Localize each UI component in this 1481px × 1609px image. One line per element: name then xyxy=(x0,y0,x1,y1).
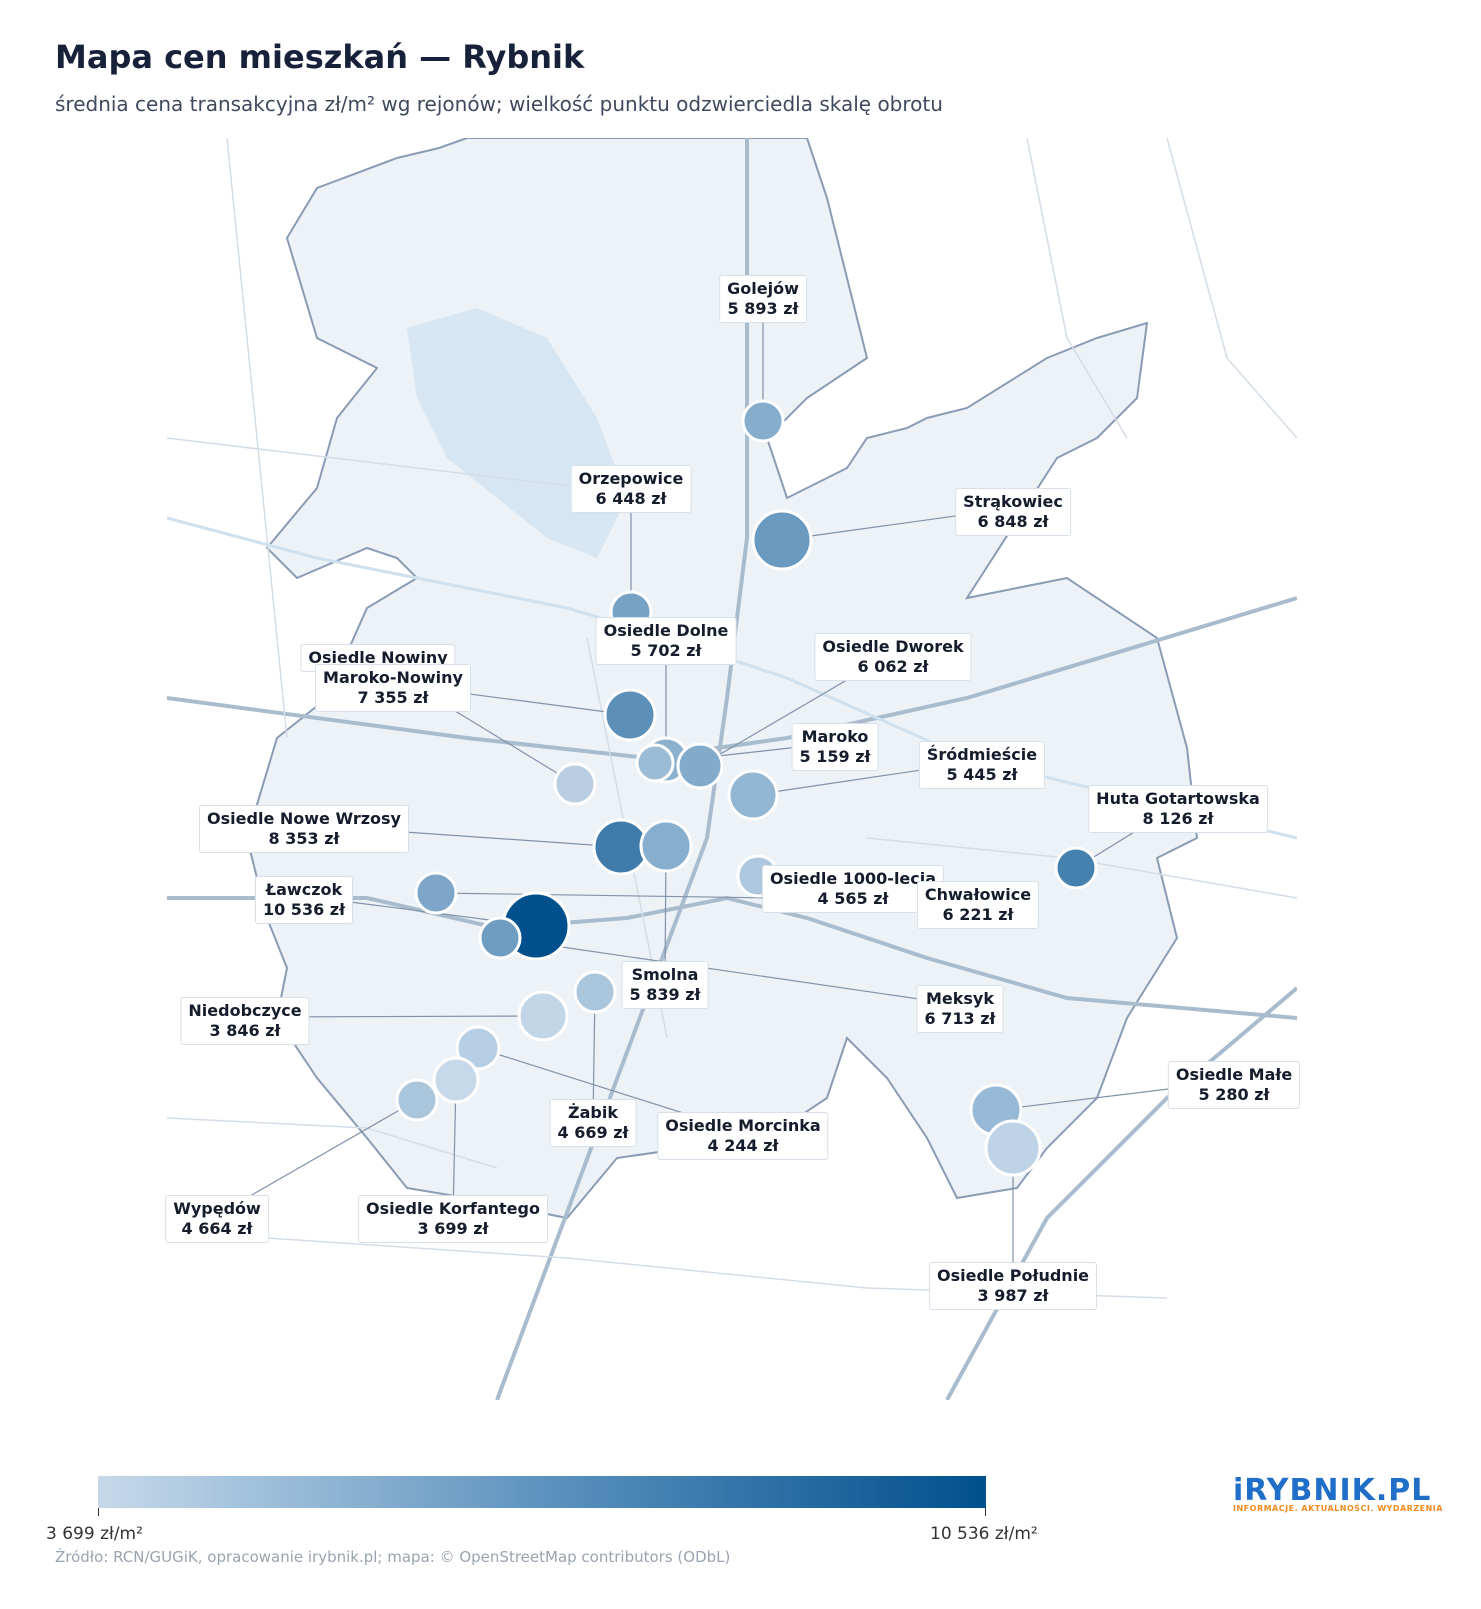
district-name: Osiedle Dworek xyxy=(822,637,964,656)
label-golejow: Golejów 5 893 zł xyxy=(719,275,807,323)
point-chwalowice[interactable] xyxy=(414,871,458,915)
district-price: 5 702 zł xyxy=(630,641,702,660)
district-price: 6 448 zł xyxy=(595,489,667,508)
label-chwalowice: Chwałowice 6 221 zł xyxy=(916,881,1040,929)
label-osiedle-nowe-wrzosy: Osiedle Nowe Wrzosy 8 353 zł xyxy=(199,805,409,853)
legend-tick-min xyxy=(98,1508,99,1516)
label-maroko-nowiny: Maroko-Nowiny 7 355 zł xyxy=(315,664,471,712)
point-smolna[interactable] xyxy=(639,819,693,873)
district-price: 5 280 zł xyxy=(1198,1085,1270,1104)
label-huta-gotartowska: Huta Gotartowska 8 126 zł xyxy=(1088,785,1268,833)
label-niedobczyce: Niedobczyce 3 846 zł xyxy=(180,997,310,1045)
label-osiedle-male: Osiedle Małe 5 280 zł xyxy=(1167,1061,1301,1109)
point-meksyk[interactable] xyxy=(478,916,522,960)
label-osiedle-1000-lecia: Osiedle 1000-lecia 4 565 zł xyxy=(761,865,945,913)
point-osiedle-korfantego[interactable] xyxy=(432,1056,480,1104)
irybnik-logo[interactable]: iRYBNIK.PL INFORMACJE. AKTUALNOŚCI. WYDA… xyxy=(1233,1473,1443,1513)
label-srodmiescie: Śródmieście 5 445 zł xyxy=(918,741,1046,789)
district-price: 8 353 zł xyxy=(268,829,340,848)
point-niedobczyce[interactable] xyxy=(517,990,569,1042)
district-name: Osiedle Morcinka xyxy=(665,1116,821,1135)
district-name: Huta Gotartowska xyxy=(1096,789,1260,808)
district-price: 4 664 zł xyxy=(181,1219,253,1238)
district-name: Osiedle Małe xyxy=(1175,1065,1293,1084)
district-name: Maroko xyxy=(801,727,869,746)
map-subtitle: średnia cena transakcyjna zł/m² wg rejon… xyxy=(55,92,943,116)
label-strakowiec: Strąkowiec 6 848 zł xyxy=(955,488,1071,536)
district-price: 4 669 zł xyxy=(557,1123,629,1142)
point-huta-gotartowska[interactable] xyxy=(1054,846,1098,890)
district-price: 10 536 zł xyxy=(262,900,346,919)
point-maroko-nowiny[interactable] xyxy=(603,688,657,742)
label-wypedow: Wypędów 4 664 zł xyxy=(165,1195,269,1243)
district-price: 4 244 zł xyxy=(707,1136,779,1155)
district-name: Strąkowiec xyxy=(963,492,1063,511)
point-osiedle-nowiny[interactable] xyxy=(553,762,597,806)
label-osiedle-dolne: Osiedle Dolne 5 702 zł xyxy=(595,617,737,665)
district-name: Osiedle Nowiny xyxy=(308,648,448,667)
district-price-map[interactable] xyxy=(167,138,1297,1400)
point-wypedow[interactable] xyxy=(395,1078,439,1122)
map-title: Mapa cen mieszkań — Rybnik xyxy=(55,38,585,76)
district-name: Żabik xyxy=(568,1103,618,1122)
district-price: 6 221 zł xyxy=(942,905,1014,924)
label-osiedle-korfantego: Osiedle Korfantego 3 699 zł xyxy=(358,1195,548,1243)
point-srodmiescie[interactable] xyxy=(727,769,779,821)
district-price: 3 699 zł xyxy=(417,1219,489,1238)
district-price: 8 126 zł xyxy=(1142,809,1214,828)
district-name: Smolna xyxy=(631,965,699,984)
district-price: 5 445 zł xyxy=(946,765,1018,784)
district-price: 6 713 zł xyxy=(924,1009,996,1028)
label-orzepowice: Orzepowice 6 448 zł xyxy=(570,465,692,513)
label-meksyk: Meksyk 6 713 zł xyxy=(916,985,1004,1033)
legend-min-label: 3 699 zł/m² xyxy=(46,1524,143,1544)
district-price: 6 848 zł xyxy=(977,512,1049,531)
point-maroko[interactable] xyxy=(635,743,675,783)
road-network xyxy=(167,138,1297,1400)
district-name: Osiedle Dolne xyxy=(603,621,729,640)
label-zabik: Żabik 4 669 zł xyxy=(549,1099,637,1147)
label-maroko: Maroko 5 159 zł xyxy=(791,723,879,771)
district-price: 6 062 zł xyxy=(857,657,929,676)
district-name: Śródmieście xyxy=(926,745,1038,764)
district-name: Osiedle Południe xyxy=(936,1266,1090,1285)
point-golejow[interactable] xyxy=(741,399,785,443)
district-name: Meksyk xyxy=(925,989,995,1008)
district-price: 5 839 zł xyxy=(629,985,701,1004)
district-name: Ławczok xyxy=(265,880,343,899)
district-name: Niedobczyce xyxy=(188,1001,302,1020)
source-note: Źródło: RCN/GUGiK, opracowanie irybnik.p… xyxy=(55,1548,731,1566)
point-strakowiec[interactable] xyxy=(751,509,813,571)
district-name: Osiedle Korfantego xyxy=(366,1199,540,1218)
label-lawczok: Ławczok 10 536 zł xyxy=(254,876,354,924)
label-smolna: Smolna 5 839 zł xyxy=(621,961,709,1009)
district-price: 4 565 zł xyxy=(817,889,889,908)
district-name: Maroko-Nowiny xyxy=(323,668,463,687)
legend-max-label: 10 536 zł/m² xyxy=(930,1524,1038,1544)
point-osiedle-dworek[interactable] xyxy=(676,742,724,790)
district-price: 3 846 zł xyxy=(209,1021,281,1040)
district-name: Osiedle Nowe Wrzosy xyxy=(207,809,401,828)
district-name: Golejów xyxy=(727,279,799,298)
district-name: Orzepowice xyxy=(578,469,684,488)
district-name: Wypędów xyxy=(173,1199,261,1218)
district-price: 5 893 zł xyxy=(727,299,799,318)
district-price: 5 159 zł xyxy=(799,747,871,766)
district-name: Chwałowice xyxy=(924,885,1032,904)
district-name: Osiedle 1000-lecia xyxy=(769,869,937,888)
label-osiedle-dworek: Osiedle Dworek 6 062 zł xyxy=(814,633,972,681)
legend-tick-max xyxy=(985,1508,986,1516)
label-osiedle-poludnie: Osiedle Południe 3 987 zł xyxy=(928,1262,1098,1310)
point-zabik[interactable] xyxy=(573,970,617,1014)
point-osiedle-poludnie[interactable] xyxy=(984,1119,1042,1177)
label-osiedle-morcinka: Osiedle Morcinka 4 244 zł xyxy=(657,1112,829,1160)
logo-tagline: INFORMACJE. AKTUALNOŚCI. WYDARZENIA xyxy=(1233,1504,1443,1513)
logo-text: iRYBNIK.PL xyxy=(1233,1473,1432,1508)
district-price: 7 355 zł xyxy=(357,688,429,707)
district-price: 3 987 zł xyxy=(977,1286,1049,1305)
leader-meksyk xyxy=(499,937,961,1006)
point-osiedle-morcinka[interactable] xyxy=(455,1025,501,1071)
legend-colorbar xyxy=(98,1476,986,1508)
